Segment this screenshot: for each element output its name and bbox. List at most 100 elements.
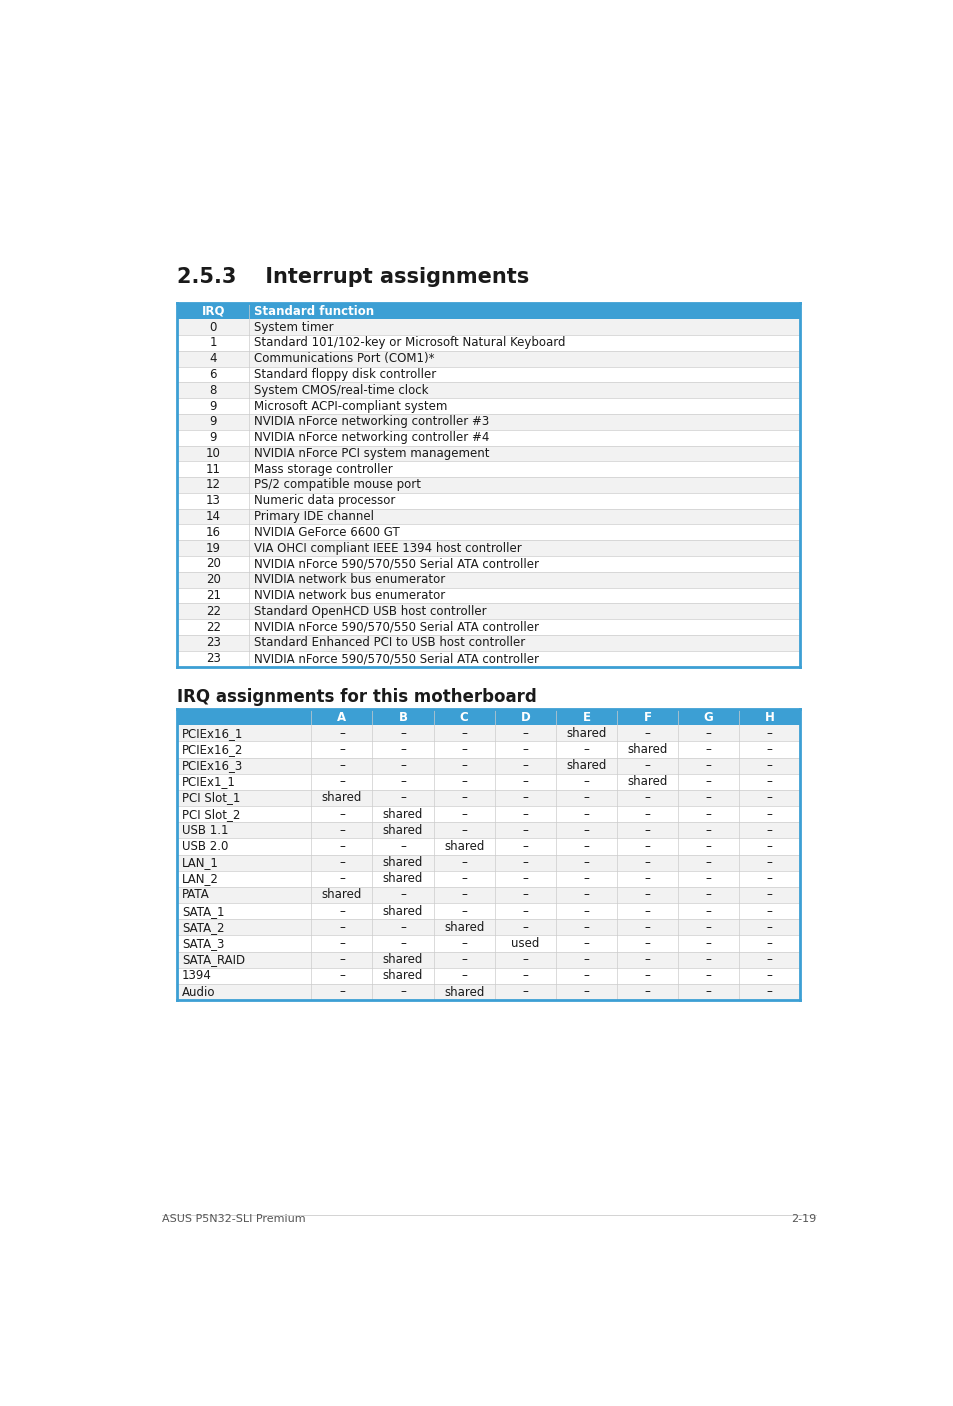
Text: NVIDIA GeForce 6600 GT: NVIDIA GeForce 6600 GT	[253, 526, 399, 538]
Text: Standard function: Standard function	[253, 305, 374, 318]
Text: –: –	[766, 727, 772, 740]
Text: –: –	[522, 921, 528, 934]
Text: 1394: 1394	[182, 969, 212, 983]
Text: System timer: System timer	[253, 321, 333, 333]
Text: shared: shared	[382, 856, 423, 869]
Bar	[177, 304, 800, 666]
Text: Microsoft ACPI-compliant system: Microsoft ACPI-compliant system	[253, 399, 447, 412]
Bar	[177, 952, 800, 967]
Bar	[177, 920, 800, 935]
Bar	[177, 967, 800, 984]
Text: shared: shared	[566, 759, 606, 772]
Text: –: –	[644, 986, 650, 998]
Text: –: –	[705, 936, 711, 950]
Text: PATA: PATA	[182, 889, 210, 901]
Text: –: –	[338, 921, 344, 934]
Text: NVIDIA nForce 590/570/550 Serial ATA controller: NVIDIA nForce 590/570/550 Serial ATA con…	[253, 620, 538, 634]
Text: –: –	[522, 904, 528, 918]
Bar	[177, 870, 800, 887]
Text: VIA OHCI compliant IEEE 1394 host controller: VIA OHCI compliant IEEE 1394 host contro…	[253, 541, 521, 554]
Text: –: –	[705, 872, 711, 886]
Text: Mass storage controller: Mass storage controller	[253, 463, 392, 475]
Text: –: –	[644, 792, 650, 804]
Text: 23: 23	[206, 652, 220, 665]
Bar	[177, 741, 800, 758]
Text: –: –	[705, 775, 711, 789]
Text: 9: 9	[210, 415, 216, 429]
Bar	[177, 398, 800, 413]
Text: –: –	[583, 807, 589, 821]
Bar	[177, 446, 800, 461]
Text: IRQ assignments for this motherboard: IRQ assignments for this motherboard	[177, 688, 537, 706]
Text: –: –	[338, 936, 344, 950]
Text: shared: shared	[321, 792, 362, 804]
Text: –: –	[460, 727, 467, 740]
Bar	[177, 984, 800, 1000]
Text: 9: 9	[210, 399, 216, 412]
Bar	[177, 887, 800, 903]
Text: –: –	[766, 872, 772, 886]
Text: shared: shared	[382, 953, 423, 966]
Text: –: –	[705, 742, 711, 756]
Text: LAN_2: LAN_2	[182, 872, 218, 886]
Text: –: –	[338, 727, 344, 740]
Text: –: –	[399, 839, 406, 853]
Text: –: –	[399, 792, 406, 804]
Text: Numeric data processor: Numeric data processor	[253, 495, 395, 508]
Bar	[177, 709, 800, 725]
Text: –: –	[583, 839, 589, 853]
Text: NVIDIA nForce 590/570/550 Serial ATA controller: NVIDIA nForce 590/570/550 Serial ATA con…	[253, 557, 538, 571]
Text: –: –	[522, 775, 528, 789]
Text: 4: 4	[210, 353, 216, 366]
Bar	[177, 461, 800, 477]
Bar	[177, 352, 800, 367]
Text: NVIDIA nForce networking controller #3: NVIDIA nForce networking controller #3	[253, 415, 489, 429]
Bar	[177, 725, 800, 741]
Text: 22: 22	[206, 605, 220, 617]
Text: –: –	[644, 727, 650, 740]
Bar	[177, 494, 800, 509]
Text: H: H	[764, 710, 774, 724]
Text: –: –	[766, 953, 772, 966]
Text: used: used	[511, 936, 538, 950]
Text: –: –	[705, 824, 711, 837]
Text: –: –	[399, 889, 406, 901]
Text: –: –	[338, 807, 344, 821]
Text: –: –	[644, 921, 650, 934]
Text: –: –	[583, 856, 589, 869]
Text: –: –	[583, 742, 589, 756]
Text: –: –	[338, 969, 344, 983]
Text: PCI Slot_2: PCI Slot_2	[182, 807, 240, 821]
Bar	[177, 588, 800, 603]
Text: –: –	[522, 727, 528, 740]
Text: shared: shared	[321, 889, 362, 901]
Text: –: –	[522, 856, 528, 869]
Text: SATA_3: SATA_3	[182, 936, 224, 950]
Text: NVIDIA nForce PCI system management: NVIDIA nForce PCI system management	[253, 447, 489, 460]
Text: –: –	[460, 742, 467, 756]
Text: –: –	[644, 889, 650, 901]
Text: –: –	[705, 727, 711, 740]
Text: –: –	[338, 953, 344, 966]
Text: shared: shared	[382, 807, 423, 821]
Text: PS/2 compatible mouse port: PS/2 compatible mouse port	[253, 478, 420, 492]
Text: –: –	[705, 889, 711, 901]
Text: 11: 11	[206, 463, 220, 475]
Text: –: –	[644, 872, 650, 886]
Text: NVIDIA nForce networking controller #4: NVIDIA nForce networking controller #4	[253, 432, 489, 444]
Text: Communications Port (COM1)*: Communications Port (COM1)*	[253, 353, 434, 366]
Text: 21: 21	[206, 589, 220, 602]
Text: –: –	[460, 904, 467, 918]
Text: –: –	[644, 839, 650, 853]
Bar	[177, 304, 800, 319]
Text: 8: 8	[210, 384, 216, 396]
Text: 19: 19	[206, 541, 220, 554]
Text: –: –	[522, 872, 528, 886]
Text: –: –	[583, 921, 589, 934]
Bar	[177, 651, 800, 666]
Text: –: –	[583, 824, 589, 837]
Text: NVIDIA nForce 590/570/550 Serial ATA controller: NVIDIA nForce 590/570/550 Serial ATA con…	[253, 652, 538, 665]
Bar	[177, 319, 800, 335]
Text: NVIDIA network bus enumerator: NVIDIA network bus enumerator	[253, 589, 444, 602]
Text: –: –	[766, 856, 772, 869]
